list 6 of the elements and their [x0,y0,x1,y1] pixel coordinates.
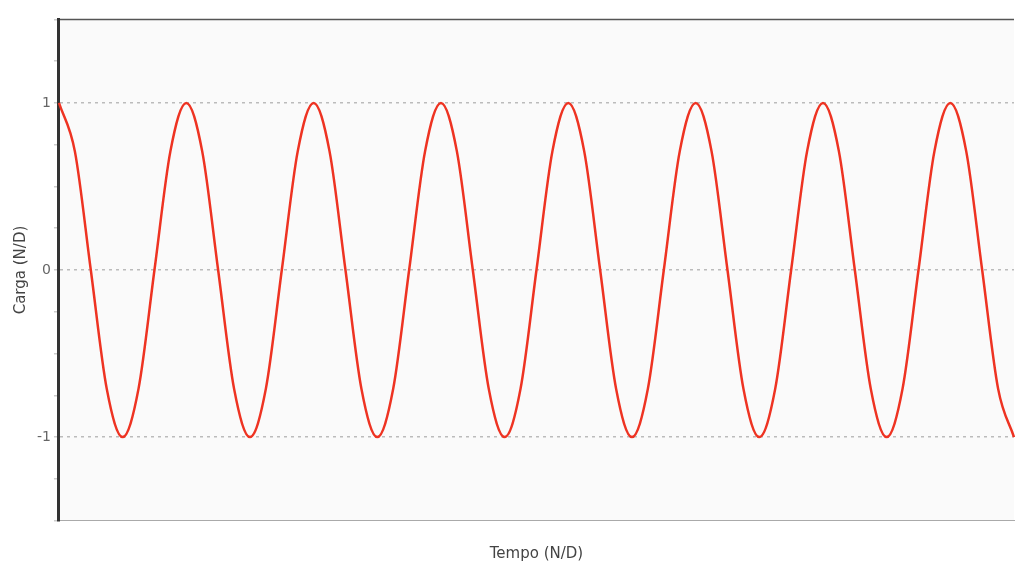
y-tick-label: 0 [42,260,51,277]
y-axis-title: Carga (N/D) [10,225,29,315]
y-tick-label: 1 [42,93,51,110]
line-series [57,101,1016,439]
x-axis-title: Tempo (N/D) [488,543,584,562]
y-tick-label: -1 [36,427,51,444]
